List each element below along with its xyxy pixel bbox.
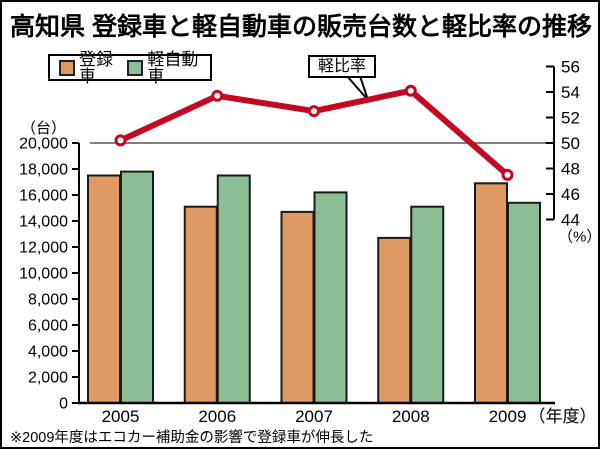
- left-axis-tick-label: 10,000: [19, 266, 68, 283]
- left-axis-tick-label: 18,000: [19, 162, 68, 179]
- bar-registered-2006: [183, 205, 218, 404]
- x-axis-label-2006: 2006: [198, 407, 236, 426]
- left-axis-tick-label: 2,000: [28, 370, 68, 387]
- legend-swatch-registered-icon: [59, 59, 75, 76]
- legend-swatch-kei-icon: [127, 59, 144, 76]
- ratio-marker-2005: [114, 134, 127, 147]
- x-axis-label-2005: 2005: [102, 407, 140, 426]
- ratio-marker-2009: [501, 168, 514, 181]
- left-axis-tick-label: 8,000: [28, 292, 68, 309]
- left-axis-unit-label: （台）: [21, 120, 66, 137]
- bar-kei-2005: [120, 170, 154, 404]
- right-axis-tick-label: 46: [561, 185, 580, 204]
- bar-kei-2007: [313, 191, 348, 404]
- right-axis-tick-label: 50: [561, 134, 580, 153]
- left-axis-tick-label: 6,000: [28, 318, 68, 335]
- bar-registered-2005: [87, 174, 121, 404]
- ratio-callout-pointer: [344, 75, 369, 101]
- right-axis-tick-label: 56: [561, 58, 580, 77]
- legend: 登録車 軽自動車: [48, 51, 212, 85]
- ratio-line: [119, 87, 510, 178]
- left-axis-tick-label: 20,000: [19, 136, 68, 153]
- right-axis-unit-label: （%）: [558, 229, 600, 246]
- footnote: ※2009年度はエコカー補助金の影響で登録車が伸長した: [10, 430, 374, 446]
- ratio-marker-2008: [404, 84, 417, 97]
- bar-registered-2007: [280, 210, 315, 404]
- x-axis-label-2008: 2008: [392, 407, 430, 426]
- right-axis-tick-label: 44: [561, 211, 580, 230]
- right-axis-tick-label: 54: [561, 83, 580, 102]
- ratio-callout-label: 軽比率: [308, 55, 376, 78]
- right-axis-tick-label: 52: [561, 109, 580, 128]
- legend-item-kei: 軽自動車: [127, 51, 201, 85]
- bar-registered-2008: [377, 236, 412, 404]
- ratio-marker-2007: [308, 105, 320, 118]
- bar-kei-2008: [410, 205, 445, 404]
- x-axis-label-2007: 2007: [295, 407, 333, 426]
- x-axis-label-2009: 2009: [489, 407, 527, 426]
- left-axis-tick-label: 12,000: [19, 240, 68, 257]
- left-axis-tick-label: 4,000: [28, 344, 68, 361]
- chart-title: 高知県 登録車と軽自動車の販売台数と軽比率の推移: [10, 13, 592, 41]
- left-axis-tick-label: 0: [59, 396, 68, 413]
- bar-kei-2006: [216, 174, 251, 404]
- left-axis-tick-label: 14,000: [19, 214, 68, 231]
- legend-label-registered: 登録車: [79, 49, 113, 86]
- left-axis-tick-label: 16,000: [19, 188, 68, 205]
- x-axis-unit-label: （年度）: [529, 407, 597, 426]
- ratio-marker-2006: [211, 89, 224, 102]
- right-axis-tick-label: 48: [561, 160, 580, 179]
- bar-kei-2009: [507, 201, 541, 404]
- bar-registered-2009: [474, 182, 508, 404]
- legend-label-kei: 軽自動車: [147, 49, 199, 86]
- legend-item-registered: 登録車: [59, 51, 118, 85]
